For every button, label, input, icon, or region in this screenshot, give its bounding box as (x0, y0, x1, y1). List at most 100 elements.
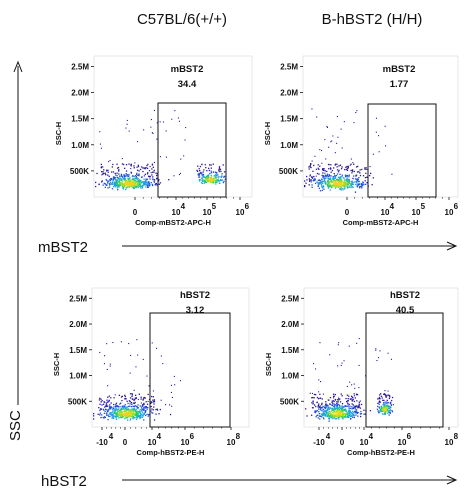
event-dot (158, 179, 160, 181)
event-dot (208, 167, 210, 169)
event-dot (321, 186, 323, 188)
event-dot (198, 176, 201, 178)
event-dot (332, 412, 334, 414)
event-dot (114, 183, 116, 185)
event-dot (355, 175, 357, 177)
event-dot (347, 402, 349, 404)
event-dot (101, 174, 103, 176)
event-dot (204, 181, 207, 184)
event-dot (353, 411, 355, 413)
event-dot (198, 168, 200, 170)
event-dot (106, 404, 108, 406)
event-dot (203, 169, 205, 171)
event-dot (350, 184, 352, 186)
event-dot (311, 414, 313, 416)
event-dot (340, 186, 342, 188)
event-dot (122, 176, 124, 179)
event-dot (329, 167, 332, 169)
event-dot (115, 404, 117, 406)
event-dot (357, 407, 359, 409)
event-dot (123, 413, 125, 416)
event-dot (378, 151, 380, 153)
event-dot (132, 405, 134, 407)
event-dot (345, 410, 347, 413)
gate-name: mBST2 (171, 64, 204, 75)
event-dot (143, 412, 146, 414)
event-dot (375, 348, 377, 350)
event-dot (134, 409, 137, 411)
x-tick-label: 0 (133, 208, 138, 217)
event-dot (320, 407, 322, 410)
event-dot (313, 164, 315, 167)
gate-rectangle (149, 312, 231, 428)
event-dot (137, 180, 140, 182)
event-dot (318, 182, 320, 185)
event-dot (130, 406, 133, 408)
event-dot (358, 177, 360, 179)
event-dot (102, 166, 104, 168)
event-dot (337, 136, 339, 138)
event-dot (126, 415, 128, 417)
event-dot (348, 403, 350, 406)
event-dot (322, 180, 325, 183)
event-dot (151, 171, 154, 173)
event-dot (357, 183, 359, 186)
event-dot (130, 171, 132, 173)
event-dot (327, 184, 329, 186)
event-dot (149, 184, 151, 186)
event-dot (137, 183, 139, 185)
event-dot (109, 184, 111, 186)
event-dot (369, 166, 371, 168)
event-dot (336, 166, 338, 168)
x-axis-label: Comp-hBST2-PE-H (137, 448, 205, 457)
event-dot (140, 396, 142, 398)
event-dot (321, 414, 323, 416)
event-dot (115, 414, 117, 416)
event-dot (347, 179, 349, 181)
event-dot (338, 418, 340, 420)
event-dot (314, 155, 316, 157)
event-dot (316, 410, 318, 412)
event-dot (113, 184, 116, 186)
event-dot (335, 185, 337, 187)
event-dot (360, 403, 363, 406)
event-dot (352, 177, 354, 179)
event-dot (334, 418, 337, 420)
event-dot (120, 341, 122, 343)
event-dot (338, 342, 340, 344)
event-dot (345, 414, 347, 416)
event-dot (106, 414, 108, 416)
event-dot (356, 342, 358, 344)
event-dot (381, 408, 383, 410)
event-dot (142, 181, 144, 183)
column-title-humanized: B-hBST2 (H/H) (322, 11, 423, 28)
event-dot (207, 176, 209, 178)
event-dot (317, 417, 319, 419)
event-dot (341, 405, 343, 407)
event-dot (146, 413, 148, 415)
event-dot (385, 410, 388, 412)
event-dot (133, 407, 135, 409)
event-dot (135, 414, 137, 416)
event-dot (310, 163, 312, 165)
event-dot (147, 181, 149, 183)
event-dot (356, 184, 358, 186)
event-dot (331, 169, 334, 172)
event-dot (129, 405, 131, 407)
event-dot (208, 174, 210, 176)
event-dot (127, 402, 129, 405)
event-dot (385, 405, 388, 407)
event-dot (386, 409, 388, 411)
event-dot (315, 175, 317, 177)
event-dot (144, 183, 146, 186)
event-dot (151, 183, 153, 186)
event-dot (128, 178, 131, 180)
event-dot (125, 188, 127, 191)
event-dot (120, 415, 122, 417)
event-dot (126, 123, 128, 125)
event-dot (311, 402, 313, 404)
event-dot (360, 413, 362, 415)
event-dot (128, 185, 131, 187)
event-dot (131, 393, 133, 395)
event-dot (348, 414, 351, 417)
